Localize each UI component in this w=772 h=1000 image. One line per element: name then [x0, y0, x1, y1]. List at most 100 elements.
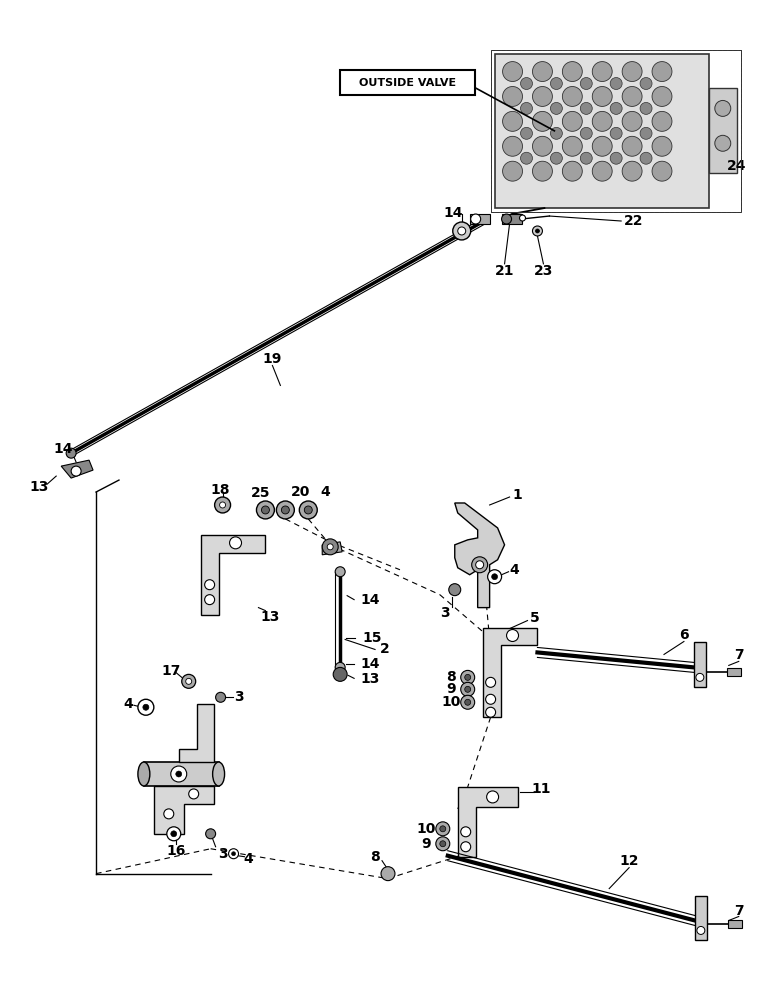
Text: 4: 4: [320, 485, 330, 499]
Circle shape: [471, 214, 481, 224]
Circle shape: [452, 222, 471, 240]
Polygon shape: [469, 214, 489, 224]
Text: 6: 6: [679, 628, 689, 642]
Text: 4: 4: [244, 852, 253, 866]
Circle shape: [622, 86, 642, 106]
Text: 2: 2: [380, 642, 390, 656]
Circle shape: [171, 831, 177, 837]
Circle shape: [138, 699, 154, 715]
Polygon shape: [322, 542, 342, 555]
Circle shape: [232, 852, 235, 856]
Circle shape: [550, 152, 562, 164]
Bar: [495, 54, 709, 208]
Circle shape: [215, 692, 225, 702]
Circle shape: [610, 127, 622, 139]
Text: 7: 7: [734, 904, 743, 918]
Text: 5: 5: [530, 611, 540, 625]
Ellipse shape: [138, 762, 150, 786]
Text: 14: 14: [53, 442, 73, 456]
Circle shape: [640, 102, 652, 114]
Circle shape: [381, 867, 395, 881]
Circle shape: [622, 136, 642, 156]
Circle shape: [520, 78, 533, 89]
Circle shape: [281, 506, 290, 514]
Circle shape: [652, 161, 672, 181]
Text: 22: 22: [625, 214, 644, 228]
Text: 17: 17: [161, 664, 181, 678]
Circle shape: [486, 677, 496, 687]
Polygon shape: [144, 762, 218, 786]
Polygon shape: [695, 896, 707, 940]
Circle shape: [562, 86, 582, 106]
Circle shape: [71, 466, 81, 476]
Text: 3: 3: [234, 690, 243, 704]
Polygon shape: [179, 704, 214, 762]
Circle shape: [461, 695, 475, 709]
Text: 10: 10: [441, 695, 460, 709]
Circle shape: [461, 670, 475, 684]
Polygon shape: [694, 642, 706, 687]
Circle shape: [715, 135, 731, 151]
Circle shape: [461, 827, 471, 837]
Circle shape: [300, 501, 317, 519]
Polygon shape: [458, 787, 517, 857]
Circle shape: [502, 214, 512, 224]
Circle shape: [610, 78, 622, 89]
Circle shape: [256, 501, 274, 519]
Circle shape: [550, 127, 562, 139]
Text: 13: 13: [261, 610, 280, 624]
Polygon shape: [61, 460, 93, 478]
Circle shape: [652, 86, 672, 106]
Circle shape: [440, 826, 445, 832]
Circle shape: [533, 136, 553, 156]
Circle shape: [536, 229, 540, 233]
Circle shape: [322, 539, 338, 555]
Circle shape: [506, 630, 519, 641]
Circle shape: [334, 667, 347, 681]
Circle shape: [610, 102, 622, 114]
Text: 4: 4: [123, 697, 133, 711]
Polygon shape: [502, 214, 522, 224]
Bar: [491, 50, 740, 212]
Circle shape: [640, 78, 652, 89]
Circle shape: [486, 694, 496, 704]
Polygon shape: [482, 628, 537, 717]
Text: 23: 23: [533, 264, 553, 278]
Text: 10: 10: [416, 822, 435, 836]
Circle shape: [640, 152, 652, 164]
Text: 24: 24: [727, 159, 747, 173]
Polygon shape: [455, 503, 505, 608]
Circle shape: [581, 127, 592, 139]
Circle shape: [592, 86, 612, 106]
Circle shape: [167, 827, 181, 841]
Bar: [340, 70, 475, 95]
Text: OUTSIDE VALVE: OUTSIDE VALVE: [359, 78, 456, 88]
Circle shape: [520, 127, 533, 139]
Text: 20: 20: [290, 485, 310, 499]
Circle shape: [503, 136, 523, 156]
Circle shape: [581, 102, 592, 114]
Text: 21: 21: [495, 264, 514, 278]
Text: 18: 18: [211, 483, 230, 497]
Circle shape: [486, 707, 496, 717]
Circle shape: [181, 674, 195, 688]
Circle shape: [622, 161, 642, 181]
Text: 1: 1: [513, 488, 523, 502]
Circle shape: [533, 226, 543, 236]
Circle shape: [440, 841, 445, 847]
Polygon shape: [728, 920, 742, 928]
Circle shape: [219, 502, 225, 508]
Circle shape: [640, 127, 652, 139]
Text: 13: 13: [29, 480, 49, 494]
Circle shape: [581, 78, 592, 89]
Text: 11: 11: [532, 782, 551, 796]
Circle shape: [262, 506, 269, 514]
Circle shape: [449, 584, 461, 596]
Circle shape: [488, 570, 502, 584]
Circle shape: [461, 842, 471, 852]
Circle shape: [472, 557, 488, 573]
Circle shape: [622, 111, 642, 131]
Circle shape: [697, 926, 705, 934]
Circle shape: [205, 595, 215, 605]
Circle shape: [335, 662, 345, 672]
